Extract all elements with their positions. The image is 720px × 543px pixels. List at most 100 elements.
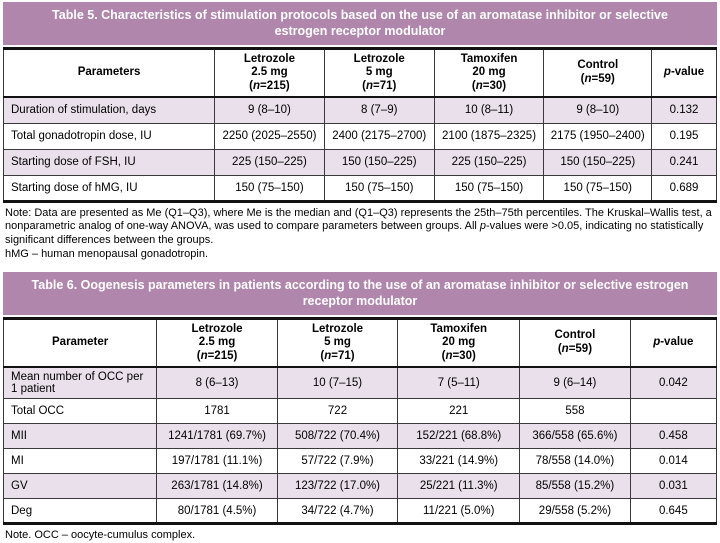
table5-header: Parameters Letrozole 2.5 mg (n=215) Letrozol… [2,47,717,99]
param-cell: Total OCC [2,398,158,425]
column-header-0: Parameters [2,47,216,99]
header-line: Letrozole [284,323,391,337]
param-cell: GV [2,473,158,500]
table6-notes: Note. OCC – oocyte-cumulus complex. [5,529,715,543]
text: ( [557,343,562,356]
value-cell: 11/221 (5.0%) [397,498,521,525]
text: -values were >0.05, indicating no statis… [5,220,704,246]
header-line: Letrozole [163,323,270,337]
value-cell: 9 (6–14) [519,366,631,400]
value-cell: 150 (75–150) [433,174,545,202]
table5-body: Duration of stimulation, days 9 (8–10) 8 (… [2,96,717,202]
param-cell: Deg [2,498,158,525]
header-line: (n=30) [441,80,538,94]
text: Parameters [77,66,141,79]
text: ( [441,349,446,362]
value-cell: 80/1781 (4.5%) [156,498,278,525]
header-line: Control [526,329,624,343]
header-line: p-value [637,336,710,350]
table-row: Starting dose of FSH, IU 225 (150–225) 150… [2,148,717,176]
value-cell: 10 (8–11) [433,96,545,124]
italic-text: n [445,349,453,362]
header-line: (n=59) [526,343,624,357]
table5-title: Table 5. Characteristics of stimulation … [3,2,717,45]
column-header-5: p-value [629,317,718,369]
header-line: 5 mg [284,336,391,350]
p-value-cell: 0.458 [629,423,718,450]
p-value-cell: 0.195 [651,122,717,150]
column-header-3: Tamoxifen 20 mg (n=30) [433,47,545,99]
value-cell: 508/722 (70.4%) [276,423,399,450]
value-cell: 8 (7–9) [323,96,435,124]
value-cell: 152/221 (68.8%) [397,423,521,450]
header-line: Parameter [10,336,150,350]
italic-text: n [365,79,373,92]
header-line: (n=71) [284,350,391,364]
header-row: Parameter Letrozole 2.5 mg (n=215) Letrozole… [2,317,718,369]
value-cell: 221 [397,398,521,425]
param-cell: MI [2,448,158,475]
value-cell: 1781 [156,398,278,425]
table-row: Mean number of OCC per 1 patient 8 (6–13)… [2,366,718,400]
table-row: GV 263/1781 (14.8%) 123/722 (17.0%) 25/221 … [2,473,718,500]
header-row: Parameters Letrozole 2.5 mg (n=215) Letrozol… [2,47,717,99]
p-value-cell: 0.241 [651,148,717,176]
p-value-cell [629,398,718,425]
header-line: (n=30) [404,350,513,364]
p-value-cell: 0.042 [629,366,718,400]
text: 20 mg [442,336,476,349]
text: Control [554,329,596,342]
table5: Parameters Letrozole 2.5 mg (n=215) Letrozol… [2,46,717,203]
value-cell: 722 [276,398,399,425]
note-line: Note: Data are presented as Me (Q1–Q3), … [5,207,715,248]
text: =59) [568,343,593,356]
table5-notes: Note: Data are presented as Me (Q1–Q3), … [5,207,715,262]
value-cell: 123/722 (17.0%) [276,473,399,500]
italic-text: n [584,72,592,85]
italic-text: n [252,79,261,92]
header-line: Parameters [10,66,208,80]
italic-text: p [653,336,661,349]
text: Letrozole [243,52,295,65]
column-header-5: p-value [651,47,717,99]
table-row: Total gonadotropin dose, IU 2250 (2025–25… [2,122,717,150]
table6-section: Table 6. Oogenesis parameters in patient… [2,272,718,543]
table-row: MII 1241/1781 (69.7%) 508/722 (70.4%) 152/2… [2,423,718,450]
value-cell: 2100 (1875–2325) [433,122,545,150]
p-value-cell: 0.031 [629,473,718,500]
text: hMG – human menopausal gonadotropin. [5,247,209,260]
value-cell: 85/558 (15.2%) [519,473,631,500]
param-cell: Mean number of OCC per 1 patient [2,366,158,400]
value-cell: 34/722 (4.7%) [276,498,399,525]
text: -value [660,336,694,349]
table6-title: Table 6. Oogenesis parameters in patient… [3,272,717,315]
table5-section: Table 5. Characteristics of stimulation … [2,2,717,262]
italic-text: n [475,79,483,92]
value-cell: 150 (150–225) [323,148,435,176]
value-cell: 558 [519,398,631,425]
text: Letrozole [353,52,405,65]
value-cell: 1241/1781 (69.7%) [156,423,278,450]
table-row: MI 197/1781 (11.1%) 57/722 (7.9%) 33/221 (1… [2,448,718,475]
column-header-2: Letrozole 5 mg (n=71) [276,317,399,369]
italic-text: n [324,349,332,362]
param-cell: MII [2,423,158,450]
value-cell: 78/558 (14.0%) [519,448,631,475]
value-cell: 25/221 (11.3%) [397,473,521,500]
header-line: 20 mg [441,66,538,80]
header-line: Control [550,59,645,73]
text: ( [362,79,366,92]
value-cell: 10 (7–15) [276,366,399,400]
table-row: Deg 80/1781 (4.5%) 34/722 (4.7%) 11/221 (5.… [2,498,718,525]
value-cell: 150 (75–150) [214,174,325,202]
value-cell: 9 (8–10) [214,96,325,124]
text: 5 mg [324,336,351,349]
header-line: Tamoxifen [441,53,538,67]
italic-text: n [561,343,569,356]
text: Tamoxifen [430,322,488,335]
text: ( [471,79,476,92]
text: =71) [331,349,355,362]
value-cell: 2250 (2025–2550) [214,122,325,150]
header-line: Letrozole [331,53,428,67]
